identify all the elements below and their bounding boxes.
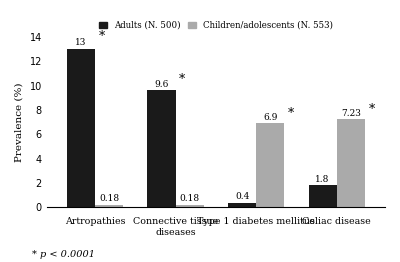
Text: 0.4: 0.4 <box>235 192 249 201</box>
Bar <box>67 49 95 208</box>
Bar <box>228 203 256 208</box>
Text: * p < 0.0001: * p < 0.0001 <box>32 250 95 259</box>
Text: *: * <box>99 30 105 43</box>
Legend: Adults (N. 500), Children/adolescents (N. 553): Adults (N. 500), Children/adolescents (N… <box>97 19 335 31</box>
Text: 7.23: 7.23 <box>341 108 361 118</box>
Text: 9.6: 9.6 <box>154 80 169 89</box>
Bar <box>308 185 337 208</box>
Text: *: * <box>288 107 294 120</box>
Text: *: * <box>368 103 375 116</box>
Bar <box>337 119 365 208</box>
Text: 1.8: 1.8 <box>316 175 330 184</box>
Text: 0.18: 0.18 <box>180 194 200 203</box>
Text: 6.9: 6.9 <box>263 113 278 122</box>
Text: 13: 13 <box>75 38 87 47</box>
Y-axis label: Prevalence (%): Prevalence (%) <box>15 83 24 162</box>
Text: *: * <box>179 73 186 86</box>
Bar <box>256 123 284 208</box>
Bar <box>148 90 176 208</box>
Bar <box>176 205 204 208</box>
Bar <box>95 205 123 208</box>
Text: 0.18: 0.18 <box>99 194 119 203</box>
